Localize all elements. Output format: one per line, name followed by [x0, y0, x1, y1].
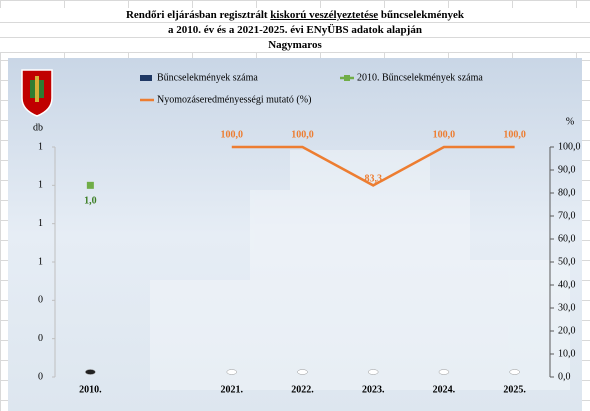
point [87, 182, 94, 189]
y2-tick-label: 50,0 [558, 256, 576, 267]
chart: db % 00011110,010,020,030,040,050,060,07… [0, 0, 590, 411]
data-label: 100,0 [291, 129, 314, 140]
legend-swatch [344, 75, 350, 81]
y-tick-label: 0 [38, 295, 43, 306]
y-tick-label: 0 [38, 371, 43, 382]
x-tick-label: 2022. [291, 384, 314, 395]
police-logo [22, 70, 52, 116]
y-tick-label: 1 [38, 256, 43, 267]
bar-zero-marker [227, 370, 237, 375]
y2-tick-label: 40,0 [558, 279, 576, 290]
y2-axis-title: % [566, 116, 574, 127]
page: {"chart_data": { "type": "combo", "title… [0, 0, 590, 411]
data-label: 100,0 [221, 129, 244, 140]
x-tick-label: 2024. [433, 384, 456, 395]
y2-tick-label: 80,0 [558, 187, 576, 198]
y2-tick-label: 20,0 [558, 325, 576, 336]
bar-zero-marker [439, 370, 449, 375]
legend-swatch [140, 75, 152, 81]
y-tick-label: 0 [38, 333, 43, 344]
y2-tick-label: 0,0 [558, 371, 571, 382]
y2-tick-label: 100,0 [558, 141, 581, 152]
y2-tick-label: 90,0 [558, 164, 576, 175]
y-axis-title: db [33, 122, 43, 133]
legend-label: 2010. Bűncselekmények száma [357, 72, 483, 83]
data-label: 100,0 [433, 129, 456, 140]
y2-tick-label: 70,0 [558, 210, 576, 221]
bar-zero-marker [368, 370, 378, 375]
data-label: 100,0 [503, 129, 526, 140]
bar-zero-marker [298, 370, 308, 375]
y-tick-label: 1 [38, 141, 43, 152]
x-tick-label: 2023. [362, 384, 385, 395]
y2-tick-label: 30,0 [558, 302, 576, 313]
bar-zero-marker [510, 370, 520, 375]
data-label: 1,0 [84, 196, 97, 207]
legend-label: Nyomozáseredményességi mutató (%) [157, 94, 311, 105]
x-tick-label: 2025. [503, 384, 526, 395]
x-tick-label: 2021. [221, 384, 244, 395]
y2-tick-label: 60,0 [558, 233, 576, 244]
y2-tick-label: 10,0 [558, 348, 576, 359]
y-tick-label: 1 [38, 218, 43, 229]
bar-zero-marker [85, 370, 95, 375]
data-label: 83,3 [364, 174, 382, 185]
x-tick-label: 2010. [79, 384, 102, 395]
legend-label: Bűncselekmények száma [157, 72, 258, 83]
y-tick-label: 1 [38, 180, 43, 191]
